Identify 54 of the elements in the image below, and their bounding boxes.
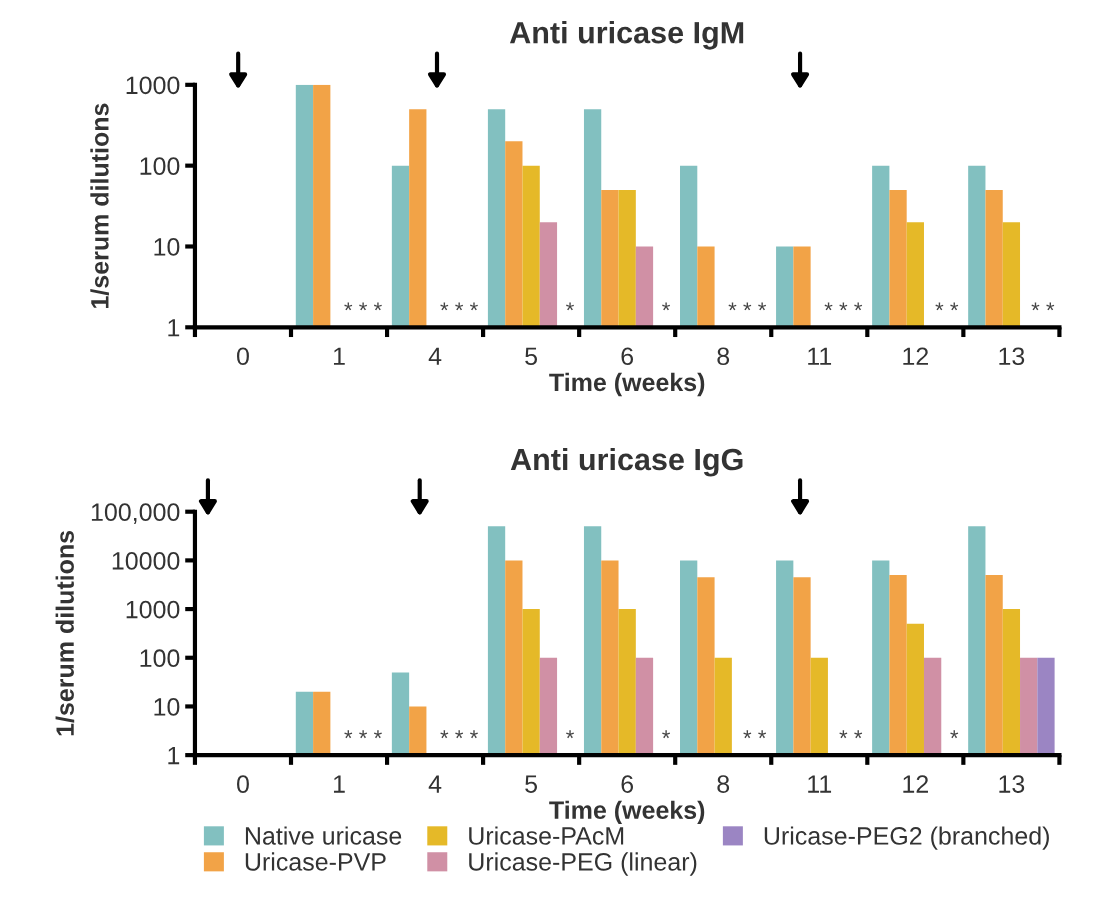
annotation: * <box>662 730 671 739</box>
x-tick-label: 1 <box>333 775 345 793</box>
x-tick-label: 1 <box>333 347 345 365</box>
annotation: * * * <box>440 302 478 311</box>
y-tick-label: 1 <box>168 319 180 337</box>
annotation: * * <box>839 730 863 739</box>
annotation: * * * <box>824 302 863 311</box>
x-tick-label: 12 <box>903 347 928 365</box>
y-tick-label: 1000 <box>126 76 180 95</box>
x-tick-label: 0 <box>237 775 249 793</box>
legend-label: Uricase-PVP <box>245 852 386 871</box>
chart-title: Anti uricase IgG <box>510 447 743 477</box>
y-tick-label: 100,000 <box>91 503 180 524</box>
legend-label: Native uricase <box>245 826 402 845</box>
x-tick-label: 4 <box>428 775 442 793</box>
x-tick-label: 13 <box>999 347 1025 366</box>
x-tick-label: 11 <box>808 347 832 365</box>
x-tick-label: 5 <box>525 347 538 366</box>
legend-label: Uricase-PEG2 (branched) <box>764 826 1049 850</box>
x-axis-title: Time (weeks) <box>549 372 705 397</box>
y-tick-label: 1 <box>168 746 180 765</box>
x-tick-label: 6 <box>621 775 634 793</box>
annotation: * <box>662 302 671 311</box>
y-axis-title: 1/serum dilutions <box>90 103 109 308</box>
x-tick-label: 8 <box>717 347 730 366</box>
annotation: * * * <box>728 302 767 311</box>
annotation: * * * <box>344 730 382 739</box>
x-tick-label: 6 <box>621 347 634 366</box>
x-tick-label: 0 <box>237 347 249 366</box>
x-tick-label: 5 <box>525 775 538 793</box>
x-axis-title: Time (weeks) <box>549 800 705 824</box>
y-tick-label: 10000 <box>112 551 180 570</box>
x-tick-label: 4 <box>428 347 442 365</box>
x-tick-label: 12 <box>903 775 928 793</box>
annotation: * <box>950 730 959 739</box>
legend-label: Uricase-PAcM <box>469 826 624 845</box>
x-tick-label: 11 <box>808 775 832 793</box>
y-axis-title: 1/serum dilutions <box>55 530 75 736</box>
annotation: * <box>566 730 575 739</box>
annotation: * * * <box>344 302 382 311</box>
annotation: * * * <box>440 730 478 739</box>
y-tick-label: 100 <box>140 649 180 668</box>
y-tick-label: 100 <box>140 157 180 175</box>
annotation: * * <box>1031 302 1055 311</box>
x-tick-label: 8 <box>717 775 730 793</box>
y-tick-label: 10 <box>154 238 180 256</box>
annotation: * <box>566 302 575 311</box>
chart-title: Anti uricase IgM <box>509 21 744 50</box>
y-tick-label: 1000 <box>126 600 180 619</box>
y-tick-label: 10 <box>154 698 180 716</box>
x-tick-label: 13 <box>999 775 1025 793</box>
annotation: * * <box>743 730 767 739</box>
annotation: * * <box>935 302 959 311</box>
legend-label: Uricase-PEG (linear) <box>469 852 697 876</box>
